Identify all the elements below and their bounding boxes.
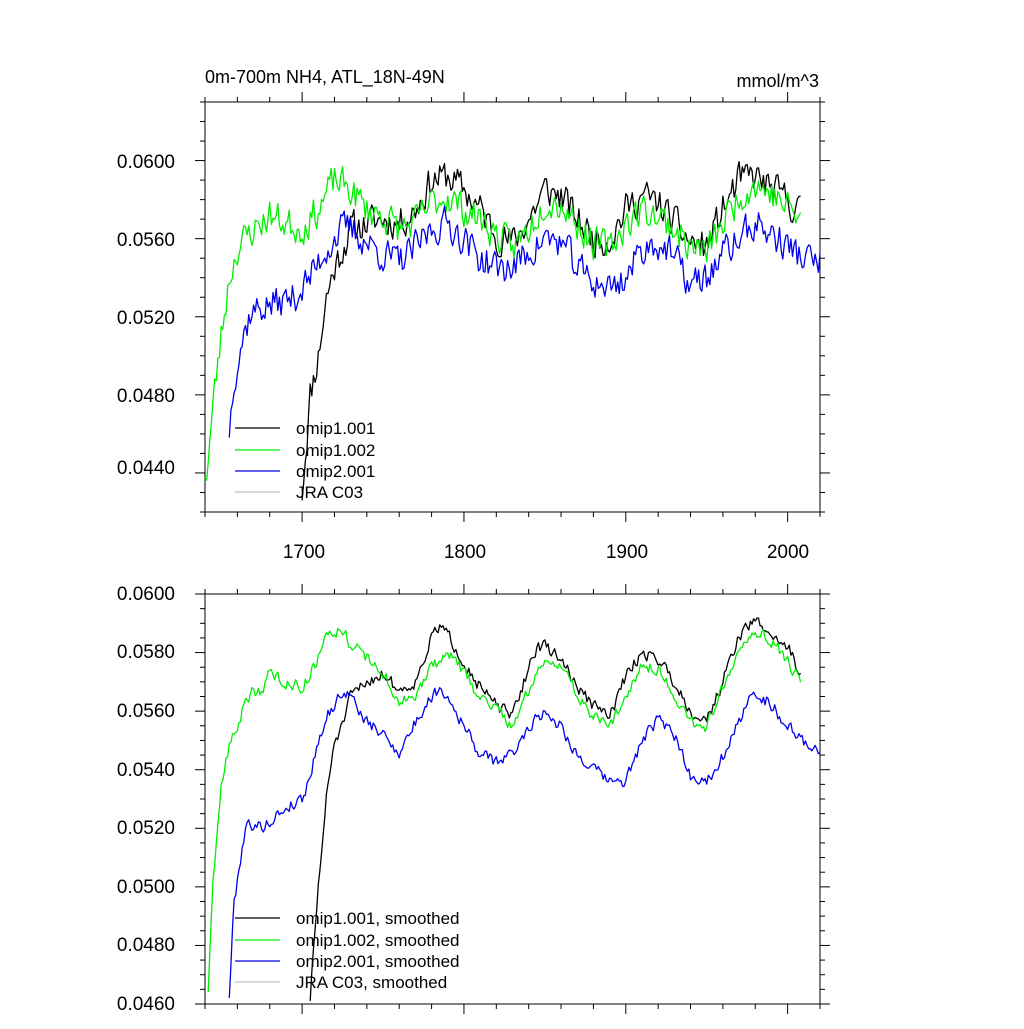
top-y-tick-label: 0.0520 [117,308,175,329]
top-x-tick-label: 1700 [283,542,325,563]
top-y-tick-label: 0.0600 [117,152,175,173]
bottom-series-group [207,617,821,1001]
bottom-legend-label: JRA C03, smoothed [296,973,447,992]
top-y-tick-label: 0.0480 [117,386,175,407]
top-x-tick-labels: 1700 1800 1900 2000 [283,542,809,563]
bottom-series-line-omip1-002-smoothed [207,627,802,993]
top-series-line-omip2-001 [228,205,821,438]
bottom-legend: omip1.001, smoothed omip1.002, smoothed … [235,909,460,992]
bottom-y-tick-label: 0.0520 [117,818,175,839]
top-y-tick-labels: 0.0440 0.0480 0.0520 0.0560 0.0600 [117,152,175,479]
top-series-line-omip1-002 [205,166,802,481]
bottom-tick-marks [195,584,830,1014]
top-tick-marks [195,92,830,522]
top-x-tick-label: 1800 [444,542,486,563]
bottom-y-tick-label: 0.0540 [117,760,175,781]
top-legend-label: omip2.001 [296,462,375,481]
bottom-y-tick-label: 0.0500 [117,877,175,898]
bottom-y-tick-labels: 0.0460 0.0480 0.0500 0.0520 0.0540 0.056… [117,584,175,1015]
bottom-series-line-omip2-001-smoothed [228,687,821,998]
top-x-tick-label: 2000 [767,542,809,563]
bottom-legend-label: omip1.001, smoothed [296,909,460,928]
bottom-legend-label: omip1.002, smoothed [296,931,460,950]
bottom-legend-label: omip2.001, smoothed [296,952,460,971]
top-x-tick-label: 1900 [606,542,648,563]
top-y-tick-label: 0.0440 [117,458,175,479]
bottom-y-tick-label: 0.0480 [117,935,175,956]
top-legend: omip1.001 omip1.002 omip2.001 JRA C03 [235,419,375,502]
bottom-y-tick-label: 0.0560 [117,701,175,722]
top-y-tick-label: 0.0560 [117,230,175,251]
top-legend-label: JRA C03 [296,483,363,502]
top-legend-label: omip1.002 [296,441,375,460]
top-panel: 0m-700m NH4, ATL_18N-49N mmol/m^3 0.0440… [117,67,830,563]
bottom-y-tick-label: 0.0460 [117,994,175,1015]
bottom-y-tick-label: 0.0600 [117,584,175,605]
top-chart-title: 0m-700m NH4, ATL_18N-49N [205,67,445,88]
bottom-panel: 0.0460 0.0480 0.0500 0.0520 0.0540 0.056… [117,584,830,1015]
bottom-y-tick-label: 0.0580 [117,642,175,663]
top-series-group [205,160,821,501]
top-plot-frame [204,101,821,513]
top-series-line-omip1-001 [301,160,801,501]
top-legend-label: omip1.001 [296,419,375,438]
top-chart-units: mmol/m^3 [737,71,819,91]
